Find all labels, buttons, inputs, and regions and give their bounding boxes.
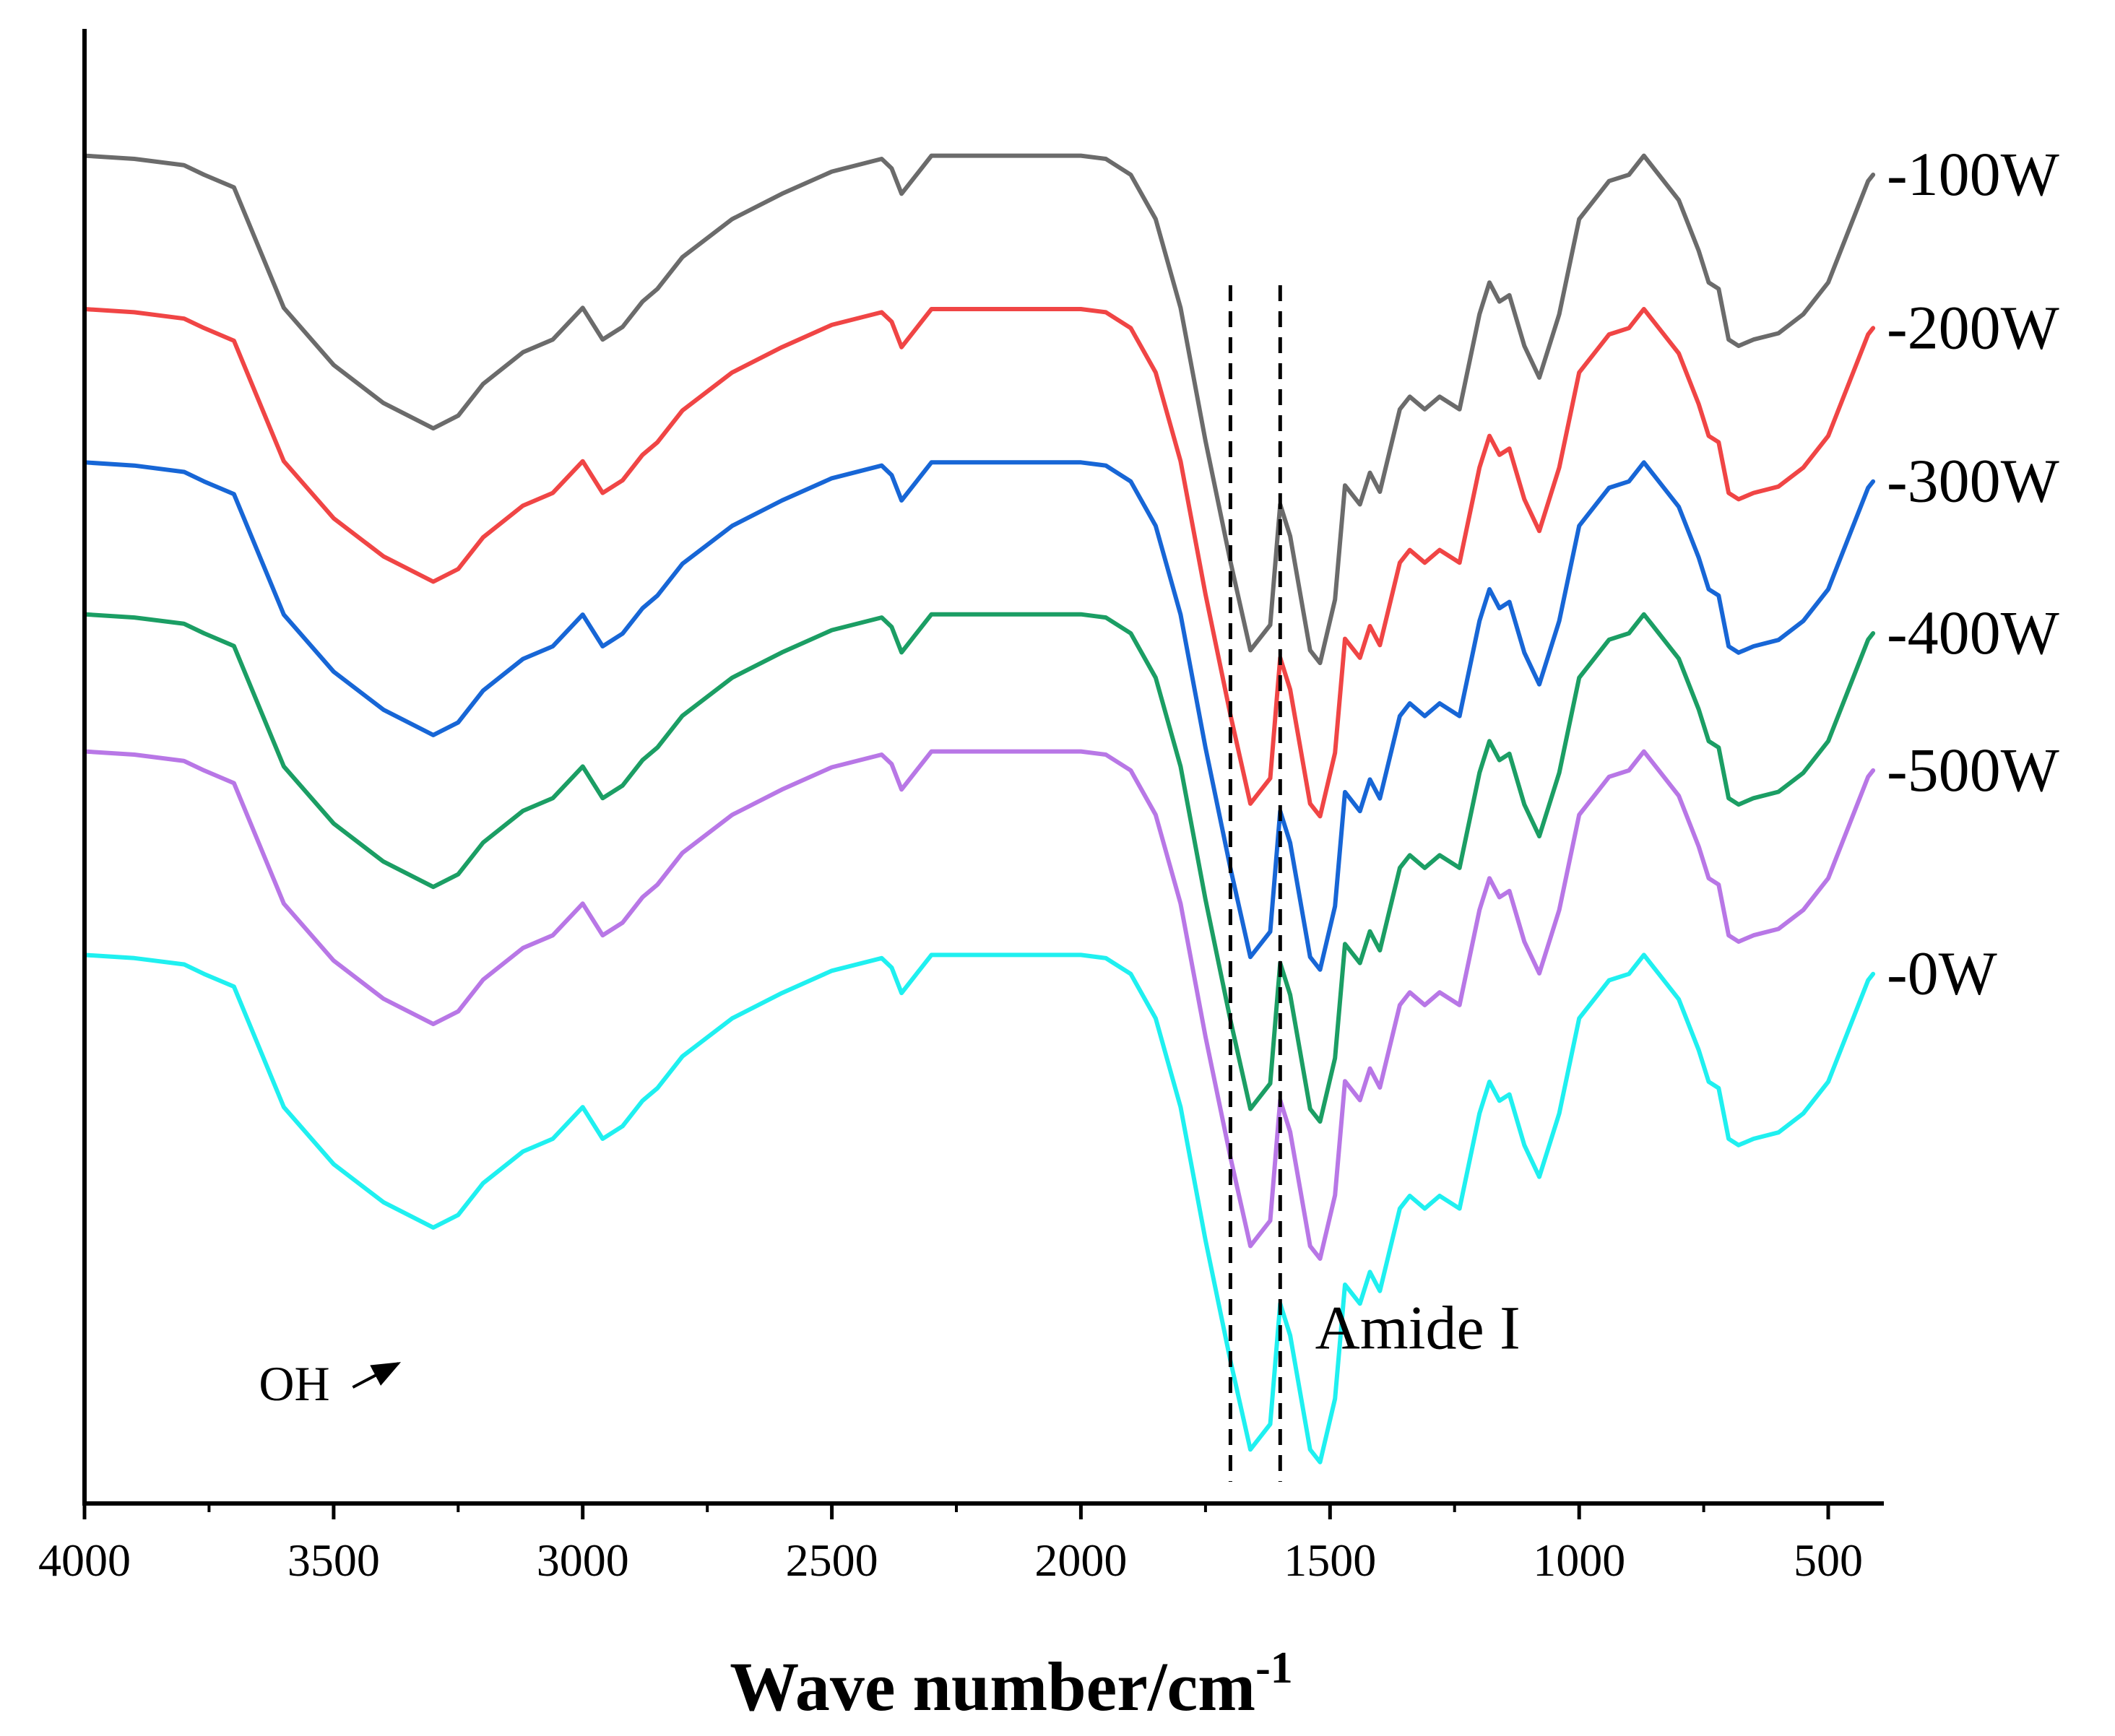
annotations: OH Amide I (259, 1293, 1520, 1412)
x-axis-label: Wave number/cm-1 (730, 1644, 1293, 1725)
x-tick-label-3500: 3500 (287, 1535, 380, 1586)
x-ticks: 4000 3500 3000 2500 2000 1500 1000 500 (38, 1503, 1863, 1586)
oh-annotation: OH (259, 1356, 329, 1411)
series-line-400w (82, 612, 1876, 1124)
x-tick-label-1000: 1000 (1533, 1535, 1625, 1586)
series-line-500w (82, 749, 1876, 1261)
series-label-200w: -200W (1887, 292, 2059, 362)
x-tick-label-2500: 2500 (786, 1535, 878, 1586)
series-layer (82, 153, 1876, 1464)
amide-i-annotation: Amide I (1315, 1293, 1521, 1363)
series-line-100w (82, 153, 1876, 666)
series-line-0w (82, 952, 1876, 1464)
x-axis-label-superscript: -1 (1255, 1644, 1293, 1693)
series-label-400w: -400W (1887, 598, 2059, 667)
oh-arrow (352, 1362, 402, 1389)
series-label-100w: -100W (1887, 139, 2059, 209)
x-axis-label-text: Wave number/cm (730, 1648, 1255, 1725)
series-label-500w: -500W (1887, 735, 2059, 804)
series-line-200w (82, 307, 1876, 819)
series-labels: -100W -200W -300W -400W -500W -0W (1887, 139, 2059, 1008)
x-tick-label-500: 500 (1794, 1535, 1863, 1586)
x-tick-label-3000: 3000 (537, 1535, 629, 1586)
x-tick-label-1500: 1500 (1284, 1535, 1376, 1586)
series-line-300w (82, 460, 1876, 972)
series-label-300w: -300W (1887, 446, 2059, 516)
reference-lines (1228, 285, 1282, 1482)
x-tick-label-2000: 2000 (1034, 1535, 1127, 1586)
x-tick-label-4000: 4000 (38, 1535, 131, 1586)
series-label-0w: -0W (1887, 939, 1997, 1008)
